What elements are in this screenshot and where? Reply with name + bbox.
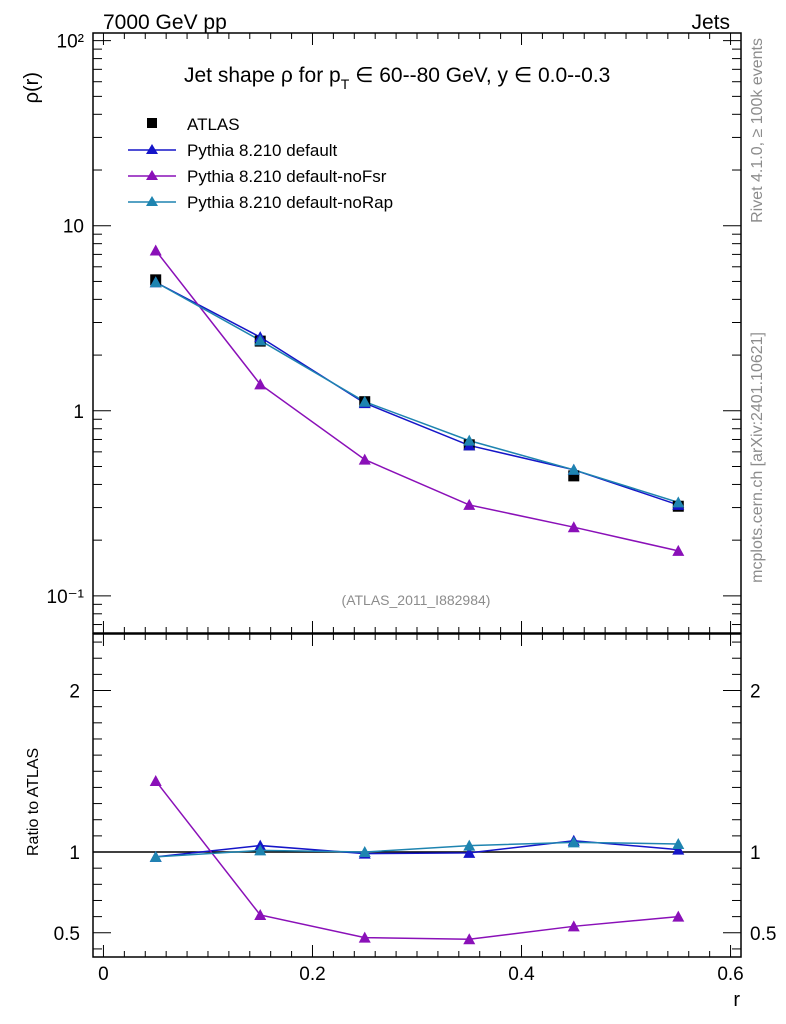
ratio-point-triangle xyxy=(463,933,476,945)
legend-marker-triangle xyxy=(146,144,158,154)
ratio-y-tick-label: 2 xyxy=(69,682,80,703)
data-point-triangle xyxy=(254,334,267,346)
legend-entry-default: Pythia 8.210 default xyxy=(128,141,338,160)
main-y-tick-label: 10² xyxy=(57,32,84,53)
series-line xyxy=(155,250,679,552)
ratio-y-tick-label: 0.5 xyxy=(54,924,80,945)
ratio-y-axis-label: Ratio to ATLAS xyxy=(25,748,42,856)
legend-label: Pythia 8.210 default-noRap xyxy=(187,193,393,212)
legend-entry-atlas: ATLAS xyxy=(147,115,240,134)
data-point-triangle xyxy=(254,378,267,390)
data-point-triangle xyxy=(672,544,685,556)
data-point-triangle xyxy=(149,244,162,256)
chart-marks: 0 0.2 0.4 0.6 10⁻¹ 1 10 10² 0.5 0.5 1 1 2 2 xyxy=(47,32,777,985)
legend-marker-triangle xyxy=(146,196,158,206)
ratio-point-triangle xyxy=(463,846,476,858)
main-y-tick-label: 10 xyxy=(63,217,84,238)
rivet-label: Rivet 4.1.0, ≥ 100k events xyxy=(749,38,766,223)
ratio-point-triangle xyxy=(672,843,685,855)
ratio-y-tick-label-right: 1 xyxy=(750,843,761,864)
header-left: 7000 GeV pp xyxy=(103,11,227,34)
ratio-point-triangle xyxy=(254,909,267,921)
ratio-point-triangle xyxy=(567,920,580,932)
main-y-tick-label: 1 xyxy=(73,402,84,423)
ratio-point-triangle xyxy=(358,846,371,858)
x-tick-label: 0 xyxy=(98,964,109,985)
x-tick-label: 0.2 xyxy=(299,964,325,985)
legend-entry-nofsr: Pythia 8.210 default-noFsr xyxy=(128,167,387,186)
ratio-point-triangle xyxy=(254,844,267,856)
data-point-triangle xyxy=(567,463,580,475)
data-point-triangle xyxy=(358,395,371,407)
ratio-y-tick-label-right: 0.5 xyxy=(750,924,776,945)
ratio-point-triangle xyxy=(672,910,685,922)
data-point-triangle xyxy=(463,434,476,446)
title-suffix: ∈ 60--80 GeV, y ∈ 0.0--0.3 xyxy=(349,64,610,87)
legend-label: ATLAS xyxy=(187,115,240,134)
ratio-point-triangle xyxy=(463,839,476,851)
x-tick-label: 0.4 xyxy=(508,964,535,985)
data-point-triangle xyxy=(358,453,371,465)
data-point-triangle xyxy=(672,496,685,508)
ratio-y-tick-label: 1 xyxy=(69,843,80,864)
data-point-triangle xyxy=(149,276,162,288)
data-point-triangle xyxy=(567,521,580,533)
data-point-atlas xyxy=(568,470,580,482)
legend-entry-norap: Pythia 8.210 default-noRap xyxy=(128,193,393,212)
ratio-point-triangle xyxy=(149,850,162,862)
legend-marker-triangle xyxy=(146,170,158,180)
ratio-series-line xyxy=(155,780,679,940)
data-point-triangle xyxy=(463,498,476,510)
title-prefix: Jet shape ρ for p xyxy=(184,64,341,87)
x-tick-label: 0.6 xyxy=(717,964,743,985)
main-y-axis-label: ρ(r) xyxy=(21,72,43,103)
ratio-point-triangle xyxy=(149,774,162,786)
ratio-series-line xyxy=(155,841,679,858)
legend-label: Pythia 8.210 default-noFsr xyxy=(187,167,387,186)
ratio-panel-frame xyxy=(92,633,742,958)
ratio-point-triangle xyxy=(672,837,685,849)
ratio-y-tick-label-right: 2 xyxy=(750,682,761,703)
ratio-point-triangle xyxy=(358,931,371,943)
chart-title: Jet shape ρ for pT ∈ 60--80 GeV, y ∈ 0.0… xyxy=(184,64,610,92)
header-right: Jets xyxy=(691,11,730,34)
title-subscript: T xyxy=(341,76,350,92)
analysis-label: (ATLAS_2011_I882984) xyxy=(342,592,491,608)
x-axis-label: r xyxy=(733,989,740,1011)
legend-label: Pythia 8.210 default xyxy=(187,141,338,160)
series-line xyxy=(155,281,679,504)
series-line xyxy=(155,281,679,506)
legend-marker-square xyxy=(147,118,157,128)
ratio-point-triangle xyxy=(567,836,580,848)
legend: ATLAS Pythia 8.210 default Pythia 8.210 … xyxy=(128,115,393,212)
main-y-tick-label: 10⁻¹ xyxy=(47,587,85,608)
mcplots-label: mcplots.cern.ch [arXiv:2401.10621] xyxy=(749,332,766,583)
